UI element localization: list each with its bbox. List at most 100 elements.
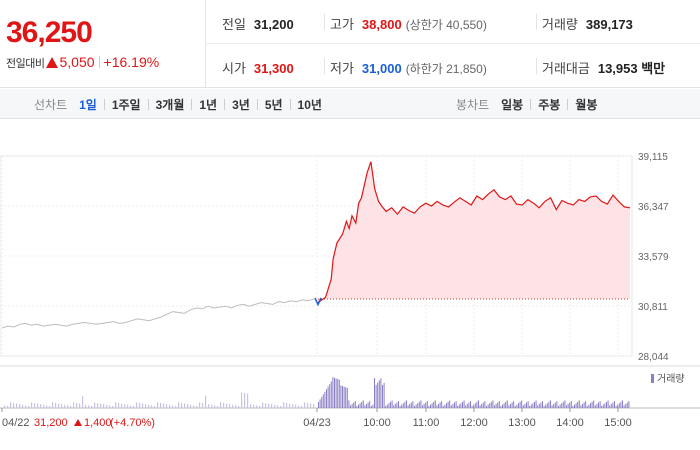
volume-bar (265, 403, 267, 408)
volume-bar (532, 403, 534, 408)
volume-bar (498, 401, 500, 408)
volume-bar (229, 404, 231, 408)
volume-bar (112, 406, 114, 408)
volume-bar (121, 403, 123, 408)
volume-bar (577, 401, 579, 408)
volume-bar (393, 405, 395, 408)
volume-bar (356, 406, 358, 408)
tab-line-4[interactable]: 3년 (232, 97, 250, 112)
volume-bar (382, 385, 383, 408)
volume-bar (217, 406, 219, 408)
change-row: 전일대비 5,050 +16.19% (6, 54, 159, 71)
volume-bar (486, 406, 487, 408)
volume-bar (546, 403, 548, 408)
stat-key: 고가 (330, 17, 354, 32)
volume-bar (442, 406, 444, 408)
volume-bar (375, 384, 377, 408)
volume-bar (13, 403, 15, 408)
volume-bar (169, 404, 171, 408)
volume-bar (593, 400, 595, 408)
volume-bar (454, 402, 455, 408)
volume-bar (418, 401, 420, 408)
volume-bar (495, 403, 497, 408)
volume-bar (601, 406, 603, 408)
stat-2-2: 저가 31,000 (하한가 21,850) (330, 58, 487, 77)
volume-bar (103, 404, 105, 408)
volume-bar (431, 403, 433, 408)
stats-row-1: 전일 31,200 고가 38,800 (상한가 40,550) 거래량 389,173 (206, 0, 700, 44)
volume-bar (286, 403, 288, 408)
volume-bar (19, 404, 21, 408)
volume-bar (386, 404, 388, 408)
volume-bar (399, 406, 401, 408)
footer-change: 1,400 (84, 417, 112, 429)
stat-value: 389,173 (585, 17, 633, 32)
tab-line-0[interactable]: 1일 (79, 97, 97, 112)
volume-bar (256, 405, 258, 408)
stat-key: 시가 (222, 61, 246, 76)
tab-candle-1[interactable]: 주봉 (538, 97, 561, 112)
tab-line-6[interactable]: 10년 (297, 97, 322, 112)
volume-bar (133, 406, 135, 408)
volume-bar (367, 402, 369, 408)
volume-bar (346, 387, 348, 408)
volume-bar (530, 404, 532, 408)
volume-bar (335, 378, 337, 408)
volume-bar (223, 403, 225, 408)
volume-bar (235, 405, 237, 408)
footer-date: 04/22 (2, 417, 30, 429)
tab-candle-2[interactable]: 월봉 (575, 97, 598, 112)
y-tick-label: 39,115 (638, 152, 668, 163)
volume-bar (599, 401, 601, 408)
volume-bar (545, 404, 547, 408)
volume-bar (298, 405, 300, 408)
volume-bar (301, 406, 303, 408)
volume-bar (350, 405, 351, 408)
volume-bar (259, 406, 261, 408)
footer-up-triangle-icon (74, 419, 82, 426)
volume-bar (193, 405, 195, 408)
volume-bar (73, 402, 75, 408)
volume-bar (351, 403, 353, 408)
volume-bar (58, 403, 60, 408)
volume-bar (166, 404, 168, 408)
volume-bar (494, 405, 495, 408)
volume-bar (543, 406, 545, 408)
volume-bar (609, 405, 611, 408)
volume-bar (226, 403, 228, 408)
volume-bar (436, 405, 438, 408)
stat-value: 13,953 백만 (597, 61, 666, 76)
prev-day-line (1, 298, 315, 329)
tab-candle-0[interactable]: 일봉 (501, 97, 524, 112)
tab-line-1[interactable]: 1주일 (111, 97, 141, 112)
volume-bar (590, 403, 591, 408)
stat-1-1: 전일 31,200 (222, 14, 294, 33)
tab-line-5[interactable]: 5년 (264, 97, 283, 112)
stat-value: 31,300 (253, 61, 294, 76)
volume-bar (181, 403, 183, 408)
volume-bar (534, 401, 535, 408)
volume-bar (250, 404, 252, 408)
volume-bar (426, 401, 428, 408)
volume-bar (524, 403, 526, 408)
volume-bar (514, 406, 516, 408)
volume-bar (232, 404, 234, 408)
tab-line-2[interactable]: 3개월 (155, 97, 185, 112)
volume-bar (199, 402, 201, 408)
x-tick-label: 13:00 (508, 417, 536, 429)
x-axis: 04/22 04/23 10:00 11:00 12:00 13:00 14:00 15:00 (1, 408, 632, 429)
price-box: 36,250 전일대비 5,050 +16.19% (0, 0, 206, 88)
volume-bar (586, 406, 588, 408)
chart-grid (0, 155, 633, 357)
volume-bar (178, 402, 180, 408)
volume-bar (415, 404, 417, 408)
volume-bar (43, 404, 45, 408)
volume-bar (52, 402, 54, 408)
volume-bar (151, 405, 153, 408)
volume-bar (253, 404, 255, 408)
volume-bar (380, 378, 382, 408)
tab-line-3[interactable]: 1년 (199, 97, 218, 112)
volume-bar (582, 403, 583, 408)
volume-bar (205, 395, 207, 408)
volume-bar (612, 402, 614, 408)
